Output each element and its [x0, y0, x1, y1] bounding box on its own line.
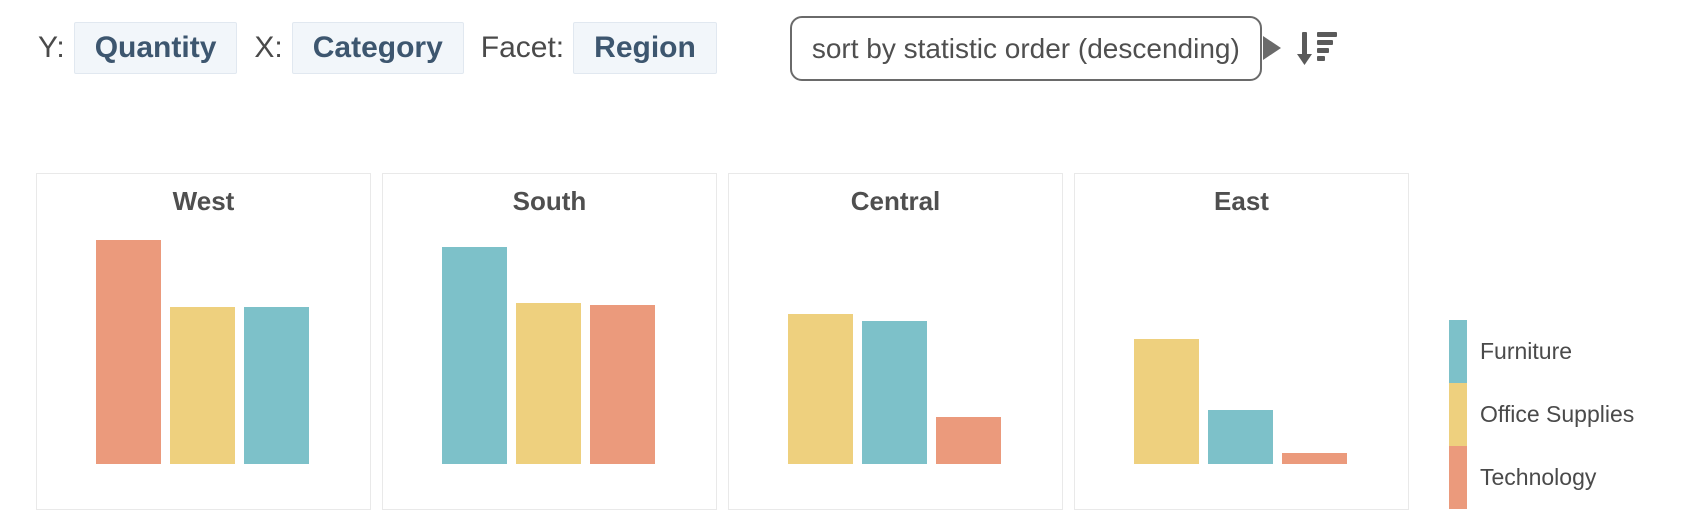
legend: Furniture Office Supplies Technology — [1449, 320, 1634, 509]
bars-group — [96, 240, 309, 464]
facet-field-chip[interactable]: Region — [573, 22, 717, 74]
facet-title: Central — [850, 186, 941, 216]
bar-office-supplies — [1134, 339, 1199, 464]
tooltip-arrow-icon — [1262, 36, 1281, 60]
facet-title: South — [512, 186, 587, 216]
bars-group — [442, 247, 655, 464]
bar-technology — [1282, 453, 1347, 464]
facet-title: East — [1214, 186, 1269, 216]
facet-charts: West South Central East — [36, 173, 1409, 510]
legend-item: Office Supplies — [1449, 383, 1634, 446]
bar-office-supplies — [516, 303, 581, 464]
legend-item: Furniture — [1449, 320, 1634, 383]
sort-descending-icon[interactable] — [1295, 30, 1337, 67]
facet-panel-east: East — [1074, 173, 1409, 510]
y-axis-label: Y: — [38, 31, 65, 64]
sort-descending-glyph — [1296, 31, 1337, 65]
legend-swatch-office-supplies — [1449, 383, 1467, 446]
bars-group — [1134, 339, 1347, 464]
bar-furniture — [244, 307, 309, 464]
facet-panel-west: West — [36, 173, 371, 510]
x-field-chip[interactable]: Category — [291, 22, 464, 74]
bar-technology — [936, 417, 1001, 464]
legend-label: Office Supplies — [1480, 401, 1635, 427]
facet-panel-south: South — [382, 173, 717, 510]
bar-furniture — [862, 321, 927, 464]
legend-label: Technology — [1480, 464, 1597, 490]
legend-swatch-furniture — [1449, 320, 1467, 383]
bar-technology — [590, 305, 655, 464]
legend-item: Technology — [1449, 446, 1634, 509]
facet-label: Facet: — [480, 31, 565, 64]
sort-tooltip: sort by statistic order (descending) — [789, 15, 1262, 81]
bar-office-supplies — [170, 307, 235, 464]
bar-technology — [96, 240, 161, 464]
toolbar: Y: Quantity X: Category Facet: Region so… — [38, 0, 1337, 96]
sort-control: sort by statistic order (descending) — [789, 15, 1337, 81]
facet-panel-central: Central — [728, 173, 1063, 510]
bars-group — [788, 314, 1001, 464]
bar-furniture — [442, 247, 507, 464]
facet-title: West — [172, 186, 235, 216]
legend-label: Furniture — [1480, 338, 1573, 364]
bar-office-supplies — [788, 314, 853, 464]
bar-furniture — [1208, 410, 1273, 464]
x-axis-label: X: — [254, 31, 283, 64]
legend-swatch-technology — [1449, 446, 1467, 509]
y-field-chip[interactable]: Quantity — [73, 22, 238, 74]
